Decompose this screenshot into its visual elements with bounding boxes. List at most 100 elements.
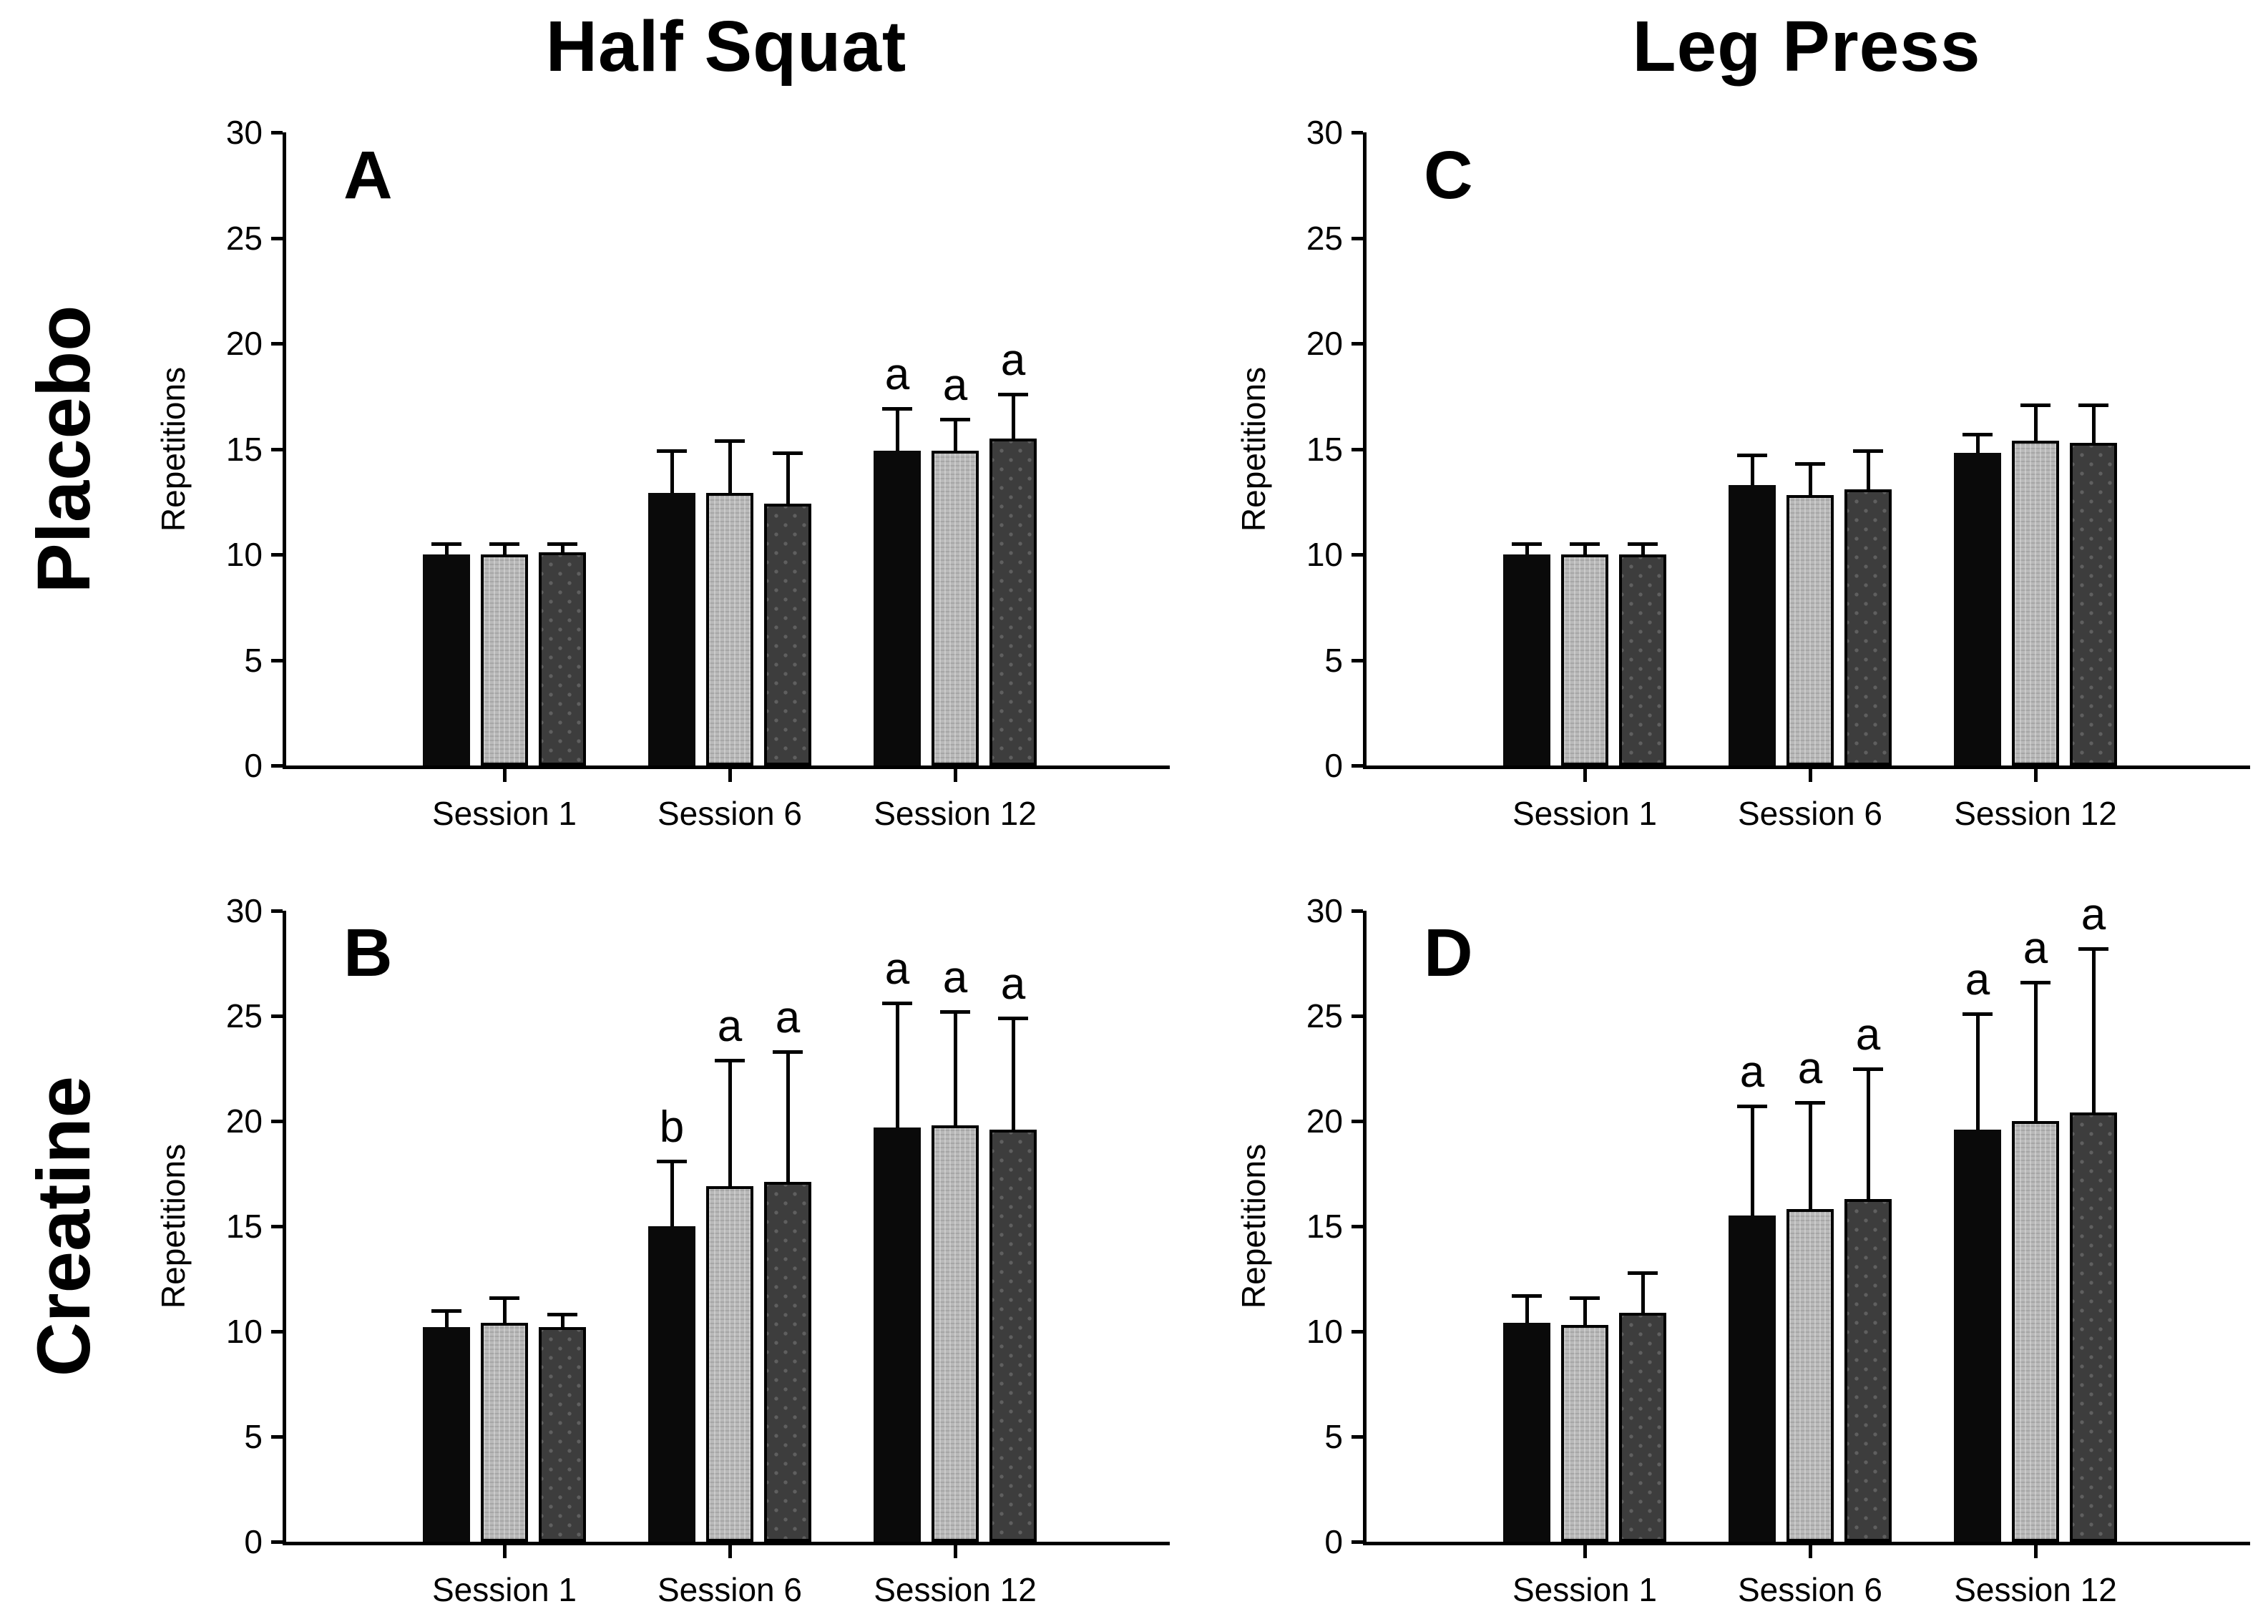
error-bar [786,1051,790,1185]
error-bar [670,1160,674,1229]
error-bar-cap [715,439,745,443]
y-axis-tick [1351,909,1363,913]
y-tick-label: 5 [1324,641,1343,679]
x-axis-line [283,1542,1170,1545]
y-axis-tick [271,447,283,451]
x-axis-tick [1809,769,1812,782]
y-tick-label: 15 [225,1208,263,1245]
error-bar-cap [1795,1100,1825,1105]
bar-black [1954,453,2001,765]
y-axis-tick [1351,1225,1363,1228]
y-tick-label: 20 [225,325,263,362]
error-bar-cap [431,542,461,547]
y-axis-tick [1351,447,1363,451]
bar-dark-gray [764,1182,811,1542]
y-axis-line [283,132,286,769]
error-bar [954,1012,957,1128]
y-axis-tick [271,236,283,240]
y-axis-tick [1351,342,1363,346]
x-axis-tick [503,1545,507,1558]
bar-dark-gray [539,1327,586,1542]
error-bar [1867,451,1870,492]
y-tick-label: 5 [244,1418,263,1455]
bar-black [1954,1129,2001,1542]
row-label-placebo: Placebo [22,305,106,594]
error-bar [1809,464,1812,499]
error-bar-cap [715,1058,745,1062]
y-tick-label: 25 [225,997,263,1034]
panel-a-placebo-half-squat: Placebo Half Squat A Repetitions 0 5 10 15 2… [0,0,1170,832]
bar-dark-gray [1619,554,1666,765]
y-tick-label: 10 [1306,1313,1343,1350]
error-bar-cap [1512,1294,1542,1298]
bar-light-gray [1561,1325,1608,1542]
bar-black [1729,484,1776,765]
x-axis-tick [2034,769,2038,782]
y-tick-label: 30 [1306,892,1343,929]
significance-letter: a [884,350,910,400]
y-axis-label: Repetitions [155,366,192,532]
error-bar-cap [773,1050,803,1054]
x-axis-category-label: Session 6 [657,795,802,832]
y-tick-label: 0 [244,747,263,784]
significance-letter: a [1739,1047,1765,1097]
y-axis-line [283,911,286,1545]
x-axis-category-label: Session 6 [1737,795,1882,832]
bar-light-gray [2012,440,2059,765]
significance-letter: a [1965,955,1990,1005]
bar-dark-gray [989,438,1037,765]
error-bar [728,440,732,497]
y-tick-label: 25 [1306,997,1343,1034]
x-axis-line [1363,765,2250,769]
y-axis-tick [271,1225,283,1228]
x-axis-category-label: Session 1 [431,795,577,832]
error-bar-cap [940,1010,970,1014]
y-axis-label: Repetitions [155,1143,192,1309]
x-axis-category-label: Session 1 [1512,795,1657,832]
error-bar [2034,404,2038,444]
y-axis-tick [271,131,283,134]
y-axis-tick [271,1435,283,1439]
error-bar-cap [1795,462,1825,466]
bar-black [423,554,470,765]
y-axis-line [1363,911,1367,1545]
error-bar [503,1297,507,1326]
bar-dark-gray [989,1129,1037,1542]
bar-dark-gray [764,504,811,765]
y-axis-tick [1351,1330,1363,1334]
x-axis-category-label: Session 1 [1512,1571,1657,1608]
x-axis-category-label: Session 6 [657,1571,802,1608]
y-axis-tick [1351,1014,1363,1018]
error-bar-cap [1628,1271,1658,1275]
y-axis-tick [271,658,283,662]
error-bar [1976,434,1980,456]
error-bar-cap [882,1002,912,1006]
bar-dark-gray [1619,1312,1666,1542]
y-axis-label: Repetitions [1235,366,1272,532]
error-bar [1641,1272,1645,1316]
error-bar [1583,544,1587,557]
bar-light-gray [2012,1121,2059,1542]
x-axis-tick [2034,1545,2038,1558]
significance-letter: a [942,953,968,1003]
x-axis-tick [1583,1545,1587,1558]
y-axis-tick [271,1014,283,1018]
bar-dark-gray [2070,442,2117,765]
y-axis-tick [1351,1435,1363,1439]
y-axis-line [1363,132,1367,769]
bar-black [1503,554,1550,765]
bar-light-gray [1786,495,1834,765]
x-axis-category-label: Session 12 [874,1571,1037,1608]
error-bar-cap [489,542,519,547]
y-axis-tick [1351,236,1363,240]
error-bar [1751,455,1754,488]
y-axis-tick [271,764,283,768]
error-bar [2092,404,2096,446]
error-bar [445,544,449,557]
panel-c-placebo-leg-press: Leg Press C Repetitions 0 5 10 15 20 25 30 Sess… [1134,0,2268,832]
y-tick-label: 30 [225,892,263,929]
error-bar [2034,982,2038,1124]
panel-letter: A [343,137,393,213]
y-tick-label: 0 [1324,1523,1343,1560]
y-axis-tick [271,342,283,346]
